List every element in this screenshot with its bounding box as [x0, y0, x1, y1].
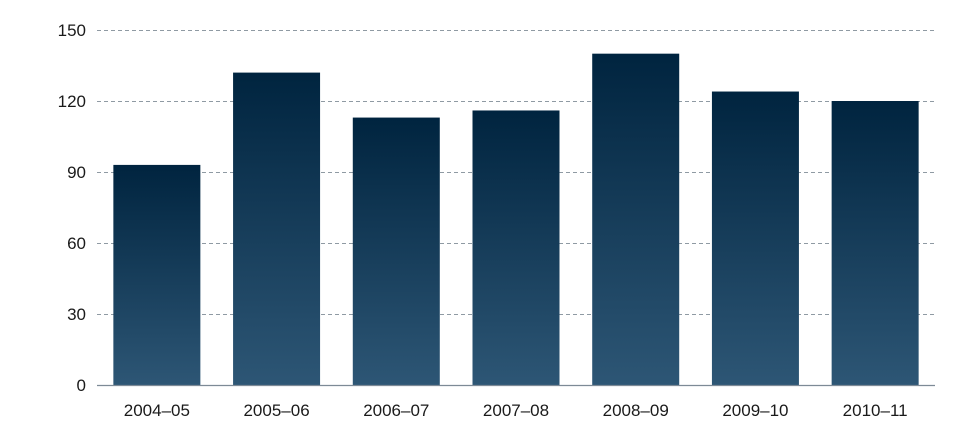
x-tick-label-2010–11: 2010–11	[843, 401, 908, 420]
x-axis-tick-labels: 2004–05 2005–06 2006–07 2007–08 2008–09 2009–…	[124, 401, 908, 420]
bar-2006–07	[352, 117, 440, 385]
x-tick-label-2005–06: 2005–06	[243, 401, 309, 420]
bar-2009–10	[711, 91, 799, 385]
bar-2008–09	[592, 53, 680, 386]
x-tick-label-2009–10: 2009–10	[722, 401, 788, 420]
y-tick-label-90: 90	[67, 163, 86, 182]
bar-2005–06	[233, 72, 321, 385]
y-tick-label-30: 30	[67, 305, 86, 324]
x-tick-label-2007–08: 2007–08	[483, 401, 549, 420]
bar-2007–08	[472, 110, 560, 385]
y-tick-label-120: 120	[58, 92, 86, 111]
y-tick-label-150: 150	[58, 21, 86, 40]
x-tick-label-2004–05: 2004–05	[124, 401, 190, 420]
y-tick-label-0: 0	[77, 376, 86, 395]
x-tick-label-2008–09: 2008–09	[603, 401, 669, 420]
bars	[113, 53, 919, 386]
bar-2010–11	[831, 101, 919, 385]
bar-2004–05	[113, 164, 201, 385]
y-axis-tick-labels: 0 30 60 90 120 150	[58, 21, 86, 395]
y-tick-label-60: 60	[67, 234, 86, 253]
x-tick-label-2006–07: 2006–07	[363, 401, 429, 420]
